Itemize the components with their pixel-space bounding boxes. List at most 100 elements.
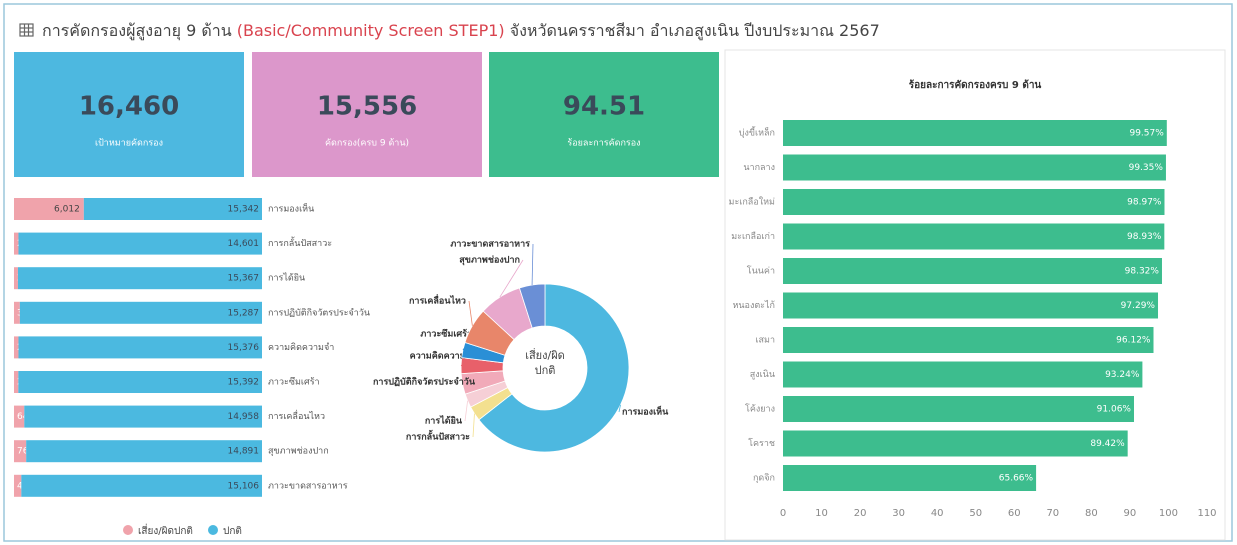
title-rest: จังหวัดนครราชสีมา อำเภอสูงเนิน ปีงบประมา… [510, 21, 880, 41]
kpi-label: คัดกรอง(ครบ 9 ด้าน) [325, 138, 409, 149]
x-tick-label: 0 [780, 508, 786, 519]
bar-value-label: 98.32% [1125, 267, 1160, 277]
x-tick-label: 90 [1124, 508, 1137, 519]
bar-segment [14, 301, 20, 324]
pie-label: การกลั้นปัสสาวะ [406, 430, 470, 443]
category-label: สุขภาพช่องปาก [268, 447, 329, 457]
bar-value-label: 93.24% [1105, 370, 1140, 380]
bar [783, 189, 1165, 215]
category-label: หนองตะไก้ [732, 300, 775, 311]
category-label: ภาวะขาดสารอาหาร [268, 481, 348, 491]
category-label: ความคิดความจำ [268, 342, 334, 353]
bar-value-label: 96.12% [1116, 336, 1151, 346]
bar [783, 223, 1165, 250]
category-label: โค้งยาง [745, 404, 775, 415]
bar [783, 292, 1159, 319]
pie-label: ภาวะซึมเศร้า [420, 329, 472, 340]
bar-segment [24, 405, 263, 428]
category-label: โคราช [748, 438, 775, 449]
category-label: ภาวะซึมเศร้า [268, 377, 320, 388]
kpi-value: 94.51 [563, 92, 645, 122]
category-label: นากลาง [743, 163, 775, 173]
x-tick-label: 100 [1159, 508, 1178, 519]
bar-value-label: 98.93% [1127, 232, 1162, 242]
bar-segment [14, 198, 84, 220]
bar-segment [18, 232, 262, 255]
pie-label: สุขภาพช่องปาก [459, 255, 520, 266]
leader-line [531, 243, 534, 286]
category-label: เสมา [755, 336, 775, 346]
bar [783, 258, 1162, 284]
pie-label: ภาวะขาดสารอาหาร [450, 240, 530, 250]
bar [783, 120, 1167, 146]
bar-value-label: 14,891 [228, 447, 260, 457]
bar-segment [14, 336, 19, 359]
bar-value-label: 15,287 [228, 308, 260, 318]
pie-label: การปฏิบัติกิจวัตรประจำวัน [373, 377, 476, 388]
bar [783, 154, 1166, 181]
legend-swatch [208, 525, 218, 535]
leader-line [618, 404, 621, 413]
bar-value-label: 99.35% [1129, 163, 1164, 173]
category-label: การปฏิบัติกิจวัตรประจำวัน [268, 307, 370, 318]
pie-label: ความคิดความจำ [410, 351, 476, 362]
bar-segment [26, 440, 263, 463]
x-tick-label: 110 [1197, 508, 1216, 519]
category-label: การเคลื่อนไหว [268, 409, 325, 422]
bar-value-label: 65.66% [999, 474, 1034, 484]
bar-segment [17, 267, 262, 290]
bar-segment [14, 267, 18, 290]
bar-value-label: 97.29% [1121, 301, 1156, 311]
pie-label: การมองเห็น [622, 405, 669, 418]
legend-swatch [123, 525, 133, 535]
legend-label: เสี่ยง/ผิดปกติ [138, 523, 193, 537]
kpi-card [14, 52, 244, 177]
title: การคัดกรองผู้สูงอายุ 9 ด้าน (Basic/Commu… [42, 21, 880, 41]
pie-slice [518, 283, 546, 329]
bar-value-label: 6,012 [54, 205, 80, 215]
bar-value-label: 15,376 [228, 343, 260, 353]
chart-title: ร้อยละการคัดกรองครบ 9 ด้าน [909, 79, 1042, 91]
pie-slice [478, 283, 630, 453]
bar-segment [19, 301, 262, 324]
bar-value-label: 99.57% [1129, 129, 1164, 139]
bar [783, 430, 1128, 457]
leader-line [499, 259, 524, 298]
bar-value-label: 98.97% [1127, 198, 1162, 208]
kpi-label: เป้าหมายคัดกรอง [95, 138, 163, 149]
bar-segment [83, 198, 262, 220]
category-label: กุดจิก [753, 473, 775, 484]
bar-segment [18, 336, 262, 359]
bar-segment [14, 371, 19, 393]
bar [783, 396, 1134, 422]
x-tick-label: 20 [854, 508, 867, 519]
bar-segment [14, 405, 25, 428]
bar-segment [18, 371, 262, 393]
x-tick-label: 80 [1085, 508, 1098, 519]
x-tick-label: 40 [931, 508, 944, 519]
kpi-card [252, 52, 482, 177]
kpi-value: 16,460 [79, 92, 179, 122]
title-highlight: (Basic/Community Screen STEP1) [237, 21, 505, 40]
category-label: โนนค่า [747, 266, 775, 277]
leader-line [472, 413, 475, 438]
x-tick-label: 70 [1046, 508, 1059, 519]
category-label: มะเกลือเก่า [731, 231, 775, 242]
x-tick-label: 50 [969, 508, 982, 519]
table-icon [19, 23, 34, 37]
leader-line [468, 300, 473, 326]
x-tick-label: 60 [1008, 508, 1021, 519]
bar-value-label: 14,958 [228, 412, 260, 422]
bar-value-label: 14,601 [228, 239, 260, 249]
category-label: สูงเนิน [750, 369, 775, 380]
pie-label: การได้ยิน [425, 415, 463, 427]
bar-segment [21, 474, 263, 497]
pie-label: การเคลื่อนไหว [409, 294, 466, 307]
x-tick-label: 30 [892, 508, 905, 519]
x-tick-label: 10 [815, 508, 828, 519]
kpi-value: 15,556 [317, 92, 417, 122]
legend-label: ปกติ [223, 526, 242, 537]
category-label: บุ่งขี้เหล็ก [739, 126, 775, 139]
bar-segment [14, 232, 19, 255]
bar-segment [14, 474, 22, 497]
